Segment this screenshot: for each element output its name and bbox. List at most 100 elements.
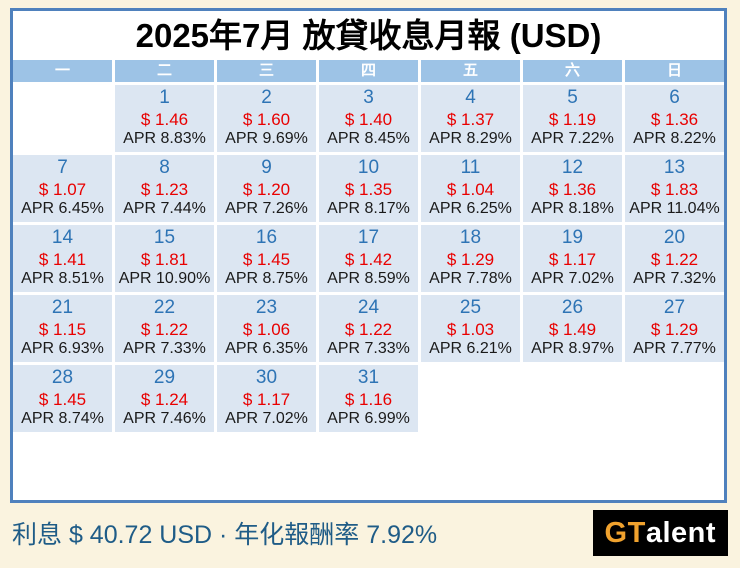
day-cell: 26 $ 1.49 APR 8.97% bbox=[523, 295, 622, 362]
interest-amount: $ 1.24 bbox=[140, 389, 189, 409]
day-number: 20 bbox=[663, 227, 686, 248]
day-number: 26 bbox=[561, 297, 584, 318]
apr-value: APR 7.02% bbox=[531, 270, 614, 287]
day-number: 13 bbox=[663, 157, 686, 178]
weekday-header: 二 bbox=[115, 60, 214, 82]
day-number: 19 bbox=[561, 227, 584, 248]
day-cell: 15 $ 1.81 APR 10.90% bbox=[115, 225, 214, 292]
day-number: 21 bbox=[51, 297, 74, 318]
interest-amount: $ 1.17 bbox=[242, 389, 291, 409]
page-title: 2025年7月 放貸收息月報 (USD) bbox=[135, 17, 602, 54]
day-number: 9 bbox=[261, 157, 272, 178]
day-number: 14 bbox=[51, 227, 74, 248]
interest-amount: $ 1.45 bbox=[242, 249, 291, 269]
day-cell: 17 $ 1.42 APR 8.59% bbox=[319, 225, 418, 292]
empty-cell bbox=[421, 365, 520, 432]
day-number: 7 bbox=[57, 157, 68, 178]
weekday-header: 三 bbox=[217, 60, 316, 82]
day-number: 28 bbox=[51, 367, 74, 388]
day-cell: 6 $ 1.36 APR 8.22% bbox=[625, 85, 724, 152]
day-number: 25 bbox=[459, 297, 482, 318]
apr-value: APR 8.97% bbox=[531, 340, 614, 357]
day-cell: 28 $ 1.45 APR 8.74% bbox=[13, 365, 112, 432]
weekday-header: 五 bbox=[421, 60, 520, 82]
interest-amount: $ 1.15 bbox=[38, 319, 87, 339]
interest-amount: $ 1.81 bbox=[140, 249, 189, 269]
interest-amount: $ 1.19 bbox=[548, 109, 597, 129]
day-cell: 8 $ 1.23 APR 7.44% bbox=[115, 155, 214, 222]
day-cell: 21 $ 1.15 APR 6.93% bbox=[13, 295, 112, 362]
day-cell: 2 $ 1.60 APR 9.69% bbox=[217, 85, 316, 152]
interest-amount: $ 1.22 bbox=[140, 319, 189, 339]
weekday-header: 四 bbox=[319, 60, 418, 82]
day-number: 11 bbox=[460, 157, 481, 178]
day-number: 29 bbox=[153, 367, 176, 388]
apr-value: APR 7.32% bbox=[633, 270, 716, 287]
interest-amount: $ 1.16 bbox=[344, 389, 393, 409]
apr-value: APR 7.22% bbox=[531, 130, 614, 147]
day-cell: 29 $ 1.24 APR 7.46% bbox=[115, 365, 214, 432]
interest-amount: $ 1.40 bbox=[344, 109, 393, 129]
apr-value: APR 10.90% bbox=[118, 270, 211, 287]
day-cell: 5 $ 1.19 APR 7.22% bbox=[523, 85, 622, 152]
interest-amount: $ 1.46 bbox=[140, 109, 189, 129]
weekday-header: 一 bbox=[13, 60, 112, 82]
day-number: 12 bbox=[561, 157, 584, 178]
interest-amount: $ 1.22 bbox=[650, 249, 699, 269]
day-cell: 27 $ 1.29 APR 7.77% bbox=[625, 295, 724, 362]
apr-value: APR 6.93% bbox=[21, 340, 104, 357]
interest-amount: $ 1.36 bbox=[650, 109, 699, 129]
day-number: 5 bbox=[567, 87, 578, 108]
day-cell: 11 $ 1.04 APR 6.25% bbox=[421, 155, 520, 222]
interest-amount: $ 1.03 bbox=[446, 319, 495, 339]
day-cell: 23 $ 1.06 APR 6.35% bbox=[217, 295, 316, 362]
interest-amount: $ 1.04 bbox=[446, 179, 495, 199]
interest-amount: $ 1.23 bbox=[140, 179, 189, 199]
apr-value: APR 7.33% bbox=[123, 340, 206, 357]
empty-cell bbox=[625, 365, 724, 432]
weekday-header: 日 bbox=[625, 60, 724, 82]
interest-amount: $ 1.45 bbox=[38, 389, 87, 409]
apr-value: APR 8.45% bbox=[327, 130, 410, 147]
day-number: 1 bbox=[159, 87, 170, 108]
day-number: 16 bbox=[255, 227, 278, 248]
day-number: 30 bbox=[255, 367, 278, 388]
day-number: 23 bbox=[255, 297, 278, 318]
apr-value: APR 7.02% bbox=[225, 410, 308, 427]
apr-value: APR 6.99% bbox=[327, 410, 410, 427]
apr-value: APR 8.18% bbox=[531, 200, 614, 217]
apr-value: APR 7.33% bbox=[327, 340, 410, 357]
day-cell: 9 $ 1.20 APR 7.26% bbox=[217, 155, 316, 222]
apr-value: APR 6.21% bbox=[429, 340, 512, 357]
calendar-board: 2025年7月 放貸收息月報 (USD) 一二三四五六日 1 $ 1.46 APR 8… bbox=[10, 8, 727, 503]
weekday-header: 六 bbox=[523, 60, 622, 82]
interest-amount: $ 1.37 bbox=[446, 109, 495, 129]
interest-amount: $ 1.29 bbox=[650, 319, 699, 339]
apr-value: APR 8.29% bbox=[429, 130, 512, 147]
day-number: 17 bbox=[357, 227, 380, 248]
day-cell: 1 $ 1.46 APR 8.83% bbox=[115, 85, 214, 152]
day-number: 31 bbox=[357, 367, 380, 388]
interest-amount: $ 1.49 bbox=[548, 319, 597, 339]
day-number: 8 bbox=[159, 157, 170, 178]
apr-value: APR 6.35% bbox=[225, 340, 308, 357]
day-cell: 3 $ 1.40 APR 8.45% bbox=[319, 85, 418, 152]
day-cell: 12 $ 1.36 APR 8.18% bbox=[523, 155, 622, 222]
interest-amount: $ 1.36 bbox=[548, 179, 597, 199]
apr-value: APR 8.75% bbox=[225, 270, 308, 287]
interest-amount: $ 1.20 bbox=[242, 179, 291, 199]
day-cell: 7 $ 1.07 APR 6.45% bbox=[13, 155, 112, 222]
day-number: 18 bbox=[459, 227, 482, 248]
interest-amount: $ 1.60 bbox=[242, 109, 291, 129]
calendar-grid: 一二三四五六日 1 $ 1.46 APR 8.83% 2 $ 1.60 APR 9.69% 3… bbox=[13, 60, 724, 432]
interest-amount: $ 1.41 bbox=[38, 249, 87, 269]
day-cell: 10 $ 1.35 APR 8.17% bbox=[319, 155, 418, 222]
interest-amount: $ 1.22 bbox=[344, 319, 393, 339]
interest-amount: $ 1.07 bbox=[38, 179, 87, 199]
apr-value: APR 8.59% bbox=[327, 270, 410, 287]
apr-value: APR 6.25% bbox=[429, 200, 512, 217]
day-number: 22 bbox=[153, 297, 176, 318]
interest-amount: $ 1.06 bbox=[242, 319, 291, 339]
day-number: 4 bbox=[465, 87, 476, 108]
empty-cell bbox=[13, 85, 112, 152]
